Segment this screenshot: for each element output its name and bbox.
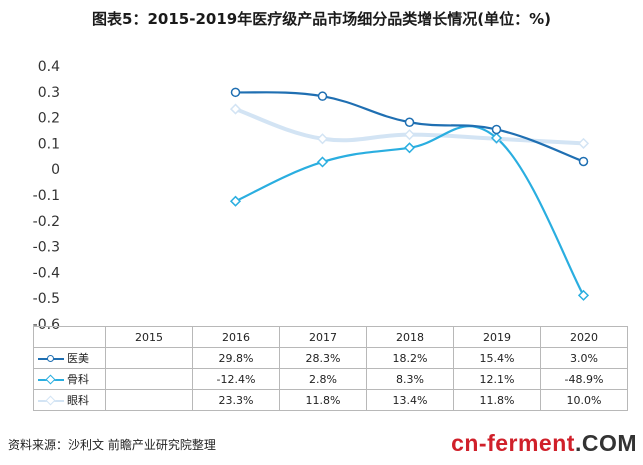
- brand-watermark: cn-ferment.COM: [451, 430, 637, 457]
- data-label: 3.0%: [540, 347, 628, 369]
- data-label: 15.4%: [453, 347, 541, 369]
- data-point: [577, 289, 590, 301]
- data-point: [229, 195, 242, 207]
- chart-title: 图表5：2015-2019年医疗级产品市场细分品类增长情况(单位：%): [92, 10, 551, 28]
- series-line-2: [235, 125, 585, 296]
- y-tick-label: -0.3: [33, 240, 60, 256]
- data-point: [316, 156, 329, 168]
- data-point: [577, 137, 590, 149]
- legend-label: 眼科: [67, 394, 89, 407]
- y-tick-label: -0.4: [33, 265, 60, 281]
- y-tick-label: -0.5: [33, 291, 60, 307]
- legend-entry: 眼科: [33, 389, 106, 411]
- data-label: 2.8%: [279, 368, 367, 390]
- line-chart: 0.40.30.20.10-0.1-0.2-0.3-0.4-0.5-0.6: [33, 59, 590, 330]
- data-label: -12.4%: [192, 368, 280, 390]
- data-label: 28.3%: [279, 347, 367, 369]
- legend-label: 骨科: [67, 373, 89, 386]
- y-tick-label: 0.3: [38, 85, 60, 101]
- data-label: -48.9%: [540, 368, 628, 390]
- y-tick-label: -0.1: [33, 188, 60, 204]
- data-label: [105, 389, 193, 411]
- data-label: 8.3%: [366, 368, 454, 390]
- data-point: [403, 129, 416, 141]
- data-label: 18.2%: [366, 347, 454, 369]
- data-label: 29.8%: [192, 347, 280, 369]
- data-point: [403, 142, 416, 154]
- y-tick-label: 0.2: [38, 111, 60, 127]
- table-header-row: 2015 2016 2017 2018 2019 2020: [33, 326, 628, 348]
- table-row: 眼科 23.3% 11.8% 13.4% 11.8% 10.0%: [33, 389, 628, 411]
- x-category-label: 2020: [540, 326, 628, 348]
- data-point: [578, 156, 589, 167]
- data-point: [230, 87, 241, 98]
- legend-entry: 医美: [33, 347, 106, 369]
- table-row: 骨科 -12.4% 2.8% 8.3% 12.1% -48.9%: [33, 368, 628, 390]
- legend-key: [38, 395, 64, 406]
- data-label: 11.8%: [453, 389, 541, 411]
- data-point: [317, 91, 328, 101]
- x-category-label: 2017: [279, 326, 367, 348]
- brand-domain: .COM: [574, 430, 637, 456]
- y-tick-label: 0.4: [38, 59, 60, 75]
- legend-key: [38, 355, 64, 363]
- data-label: [105, 368, 193, 390]
- data-label: 10.0%: [540, 389, 628, 411]
- y-tick-label: 0.1: [38, 136, 60, 152]
- x-category-label: 2019: [453, 326, 541, 348]
- legend-key: [38, 374, 64, 385]
- x-category-label: 2015: [105, 326, 193, 348]
- data-label: [105, 347, 193, 369]
- table-corner: [33, 326, 106, 348]
- data-point: [229, 103, 242, 115]
- x-category-label: 2018: [366, 326, 454, 348]
- data-point: [490, 132, 503, 144]
- y-tick-label: 0: [51, 162, 60, 178]
- data-label: 12.1%: [453, 368, 541, 390]
- legend-label: 医美: [67, 352, 89, 365]
- brand-name: cn-ferment: [451, 430, 575, 456]
- data-label: 23.3%: [192, 389, 280, 411]
- data-point: [404, 117, 415, 127]
- data-table: 2015 2016 2017 2018 2019 2020 医美 29.8% 28.3% 18.2…: [33, 326, 628, 411]
- data-label: 11.8%: [279, 389, 367, 411]
- x-category-label: 2016: [192, 326, 280, 348]
- table-row: 医美 29.8% 28.3% 18.2% 15.4% 3.0%: [33, 347, 628, 369]
- y-tick-label: -0.2: [33, 214, 60, 230]
- data-label: 13.4%: [366, 389, 454, 411]
- legend-entry: 骨科: [33, 368, 106, 390]
- source-note: 资料来源：沙利文 前瞻产业研究院整理: [8, 438, 216, 452]
- data-point: [316, 133, 329, 145]
- data-point: [491, 124, 502, 135]
